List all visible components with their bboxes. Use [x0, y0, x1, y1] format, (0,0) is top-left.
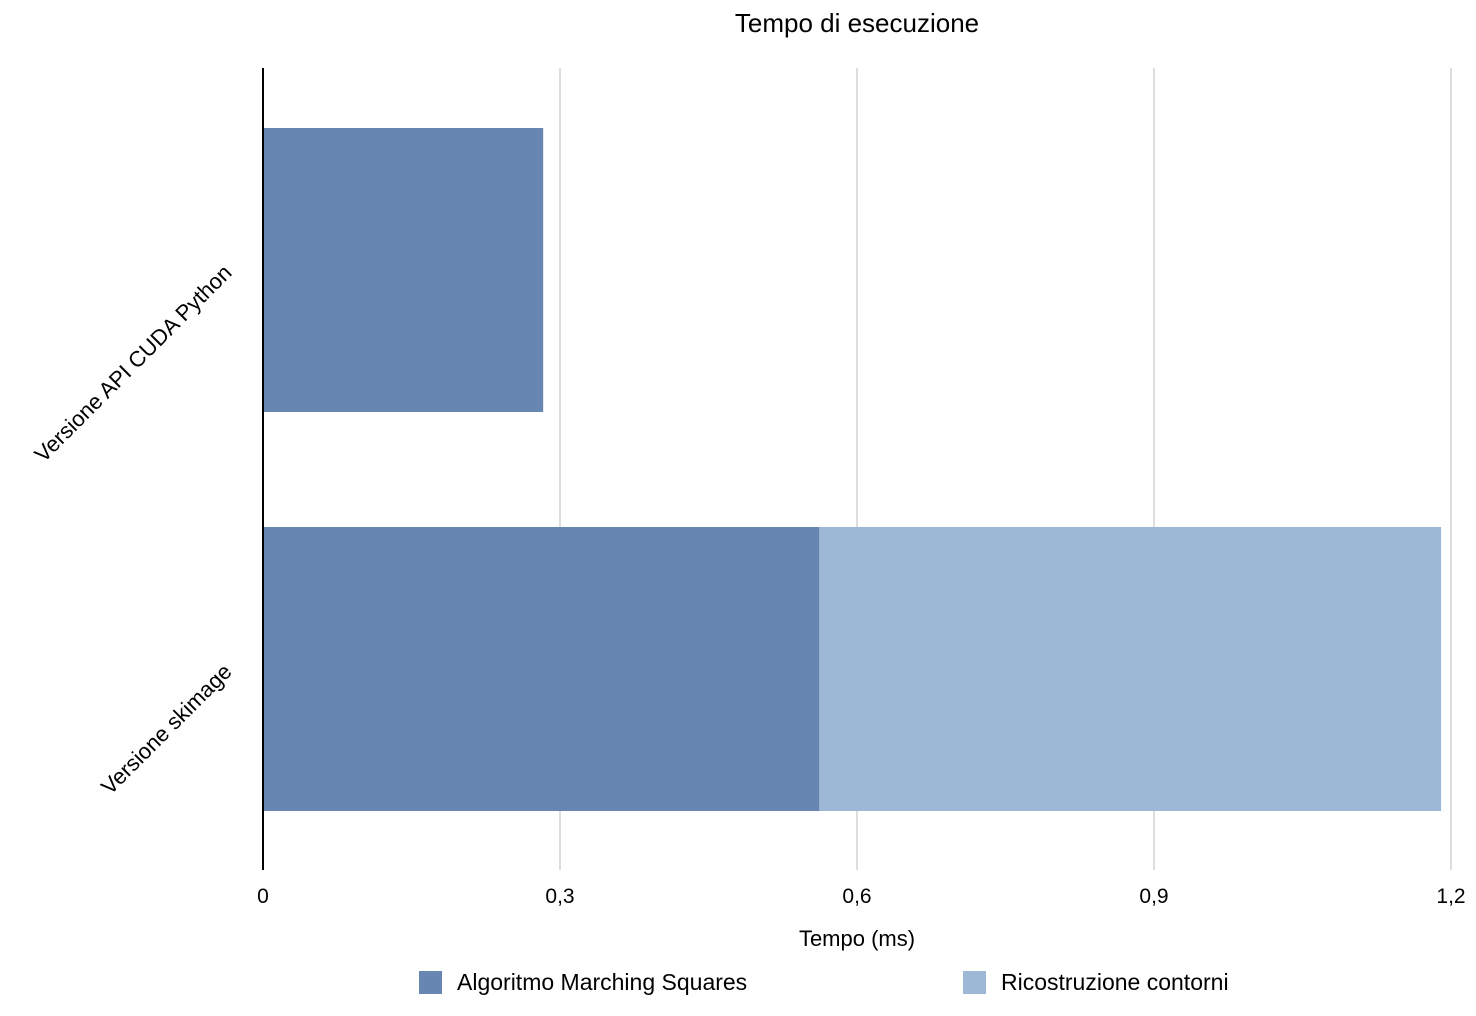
- legend-label-ricostruzione-contorni: Ricostruzione contorni: [1001, 969, 1229, 995]
- x-tick-label-0: 0: [257, 885, 269, 908]
- y-category-label-1: Versione skimage: [96, 659, 236, 799]
- chart-title: Tempo di esecuzione: [734, 8, 980, 38]
- bar-skimage-series-0: [263, 527, 820, 811]
- legend-item-ricostruzione-contorni: Ricostruzione contorni: [963, 969, 1229, 996]
- x-axis-tick-labels: 0 0,3 0,6 0,9 1,2: [257, 885, 1465, 908]
- bar-skimage-series-1: [819, 527, 1442, 811]
- y-axis-category-labels: Versione API CUDA Python Versione skimage: [29, 260, 236, 799]
- bars: [263, 128, 1442, 811]
- x-axis-title: Tempo (ms): [798, 926, 916, 951]
- x-tick-label-2: 0,6: [842, 885, 871, 908]
- bar-cuda-series-0: [263, 128, 544, 412]
- legend-swatch-marching-squares: [419, 971, 442, 994]
- y-category-label-0: Versione API CUDA Python: [29, 260, 236, 467]
- x-tick-label-1: 0,3: [545, 885, 574, 908]
- x-tick-label-3: 0,9: [1139, 885, 1168, 908]
- legend-label-marching-squares: Algoritmo Marching Squares: [457, 969, 748, 995]
- legend-item-marching-squares: Algoritmo Marching Squares: [419, 969, 747, 996]
- legend-swatch-ricostruzione-contorni: [963, 971, 986, 994]
- x-tick-label-4: 1,2: [1436, 885, 1465, 908]
